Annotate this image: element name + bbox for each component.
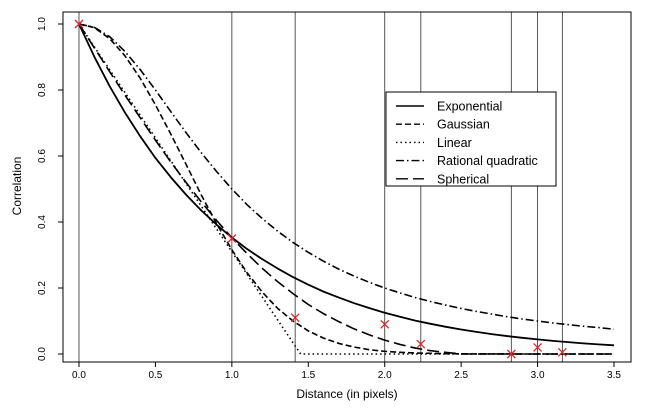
vertical-reference-lines	[78, 12, 563, 362]
x-tick-label-0: 0.0	[72, 370, 86, 381]
empirical-point-0	[74, 19, 84, 29]
legend-label-2: Linear	[437, 136, 472, 150]
y-axis: 0.0 0.2 0.4 0.6 0.8 1.0	[37, 17, 63, 361]
x-tick-label-4: 2.0	[378, 370, 392, 381]
y-tick-label-0: 0.0	[37, 347, 48, 361]
legend-box	[385, 91, 557, 187]
series-line-gaussian	[78, 23, 614, 355]
x-tick-label-1: 0.5	[148, 370, 162, 381]
legend-entry-0: Exponential	[396, 100, 502, 114]
x-tick-label-5: 2.5	[454, 370, 468, 381]
series-line-rational-quadratic	[78, 23, 615, 331]
legend-label-3: Rational quadratic	[437, 154, 538, 168]
x-tick-label-7: 3.5	[607, 370, 621, 381]
x-tick-label-3: 1.5	[301, 370, 315, 381]
empirical-point-5	[506, 349, 516, 359]
y-tick-label-3: 0.6	[37, 149, 48, 163]
empirical-point-6	[533, 342, 543, 352]
empirical-point-2	[290, 313, 300, 323]
series-line-spherical	[78, 23, 614, 355]
legend-label-4: Spherical	[437, 172, 489, 186]
legend-label-0: Exponential	[437, 100, 502, 114]
legend-label-1: Gaussian	[437, 118, 490, 132]
series-line-exponential	[78, 23, 615, 347]
y-tick-label-5: 1.0	[37, 17, 48, 31]
empirical-point-3	[380, 319, 390, 329]
legend-entry-4: Spherical	[396, 172, 489, 186]
series-line-linear	[78, 23, 614, 355]
empirical-points	[74, 19, 567, 359]
y-tick-label-2: 0.4	[37, 215, 48, 229]
plot-frame	[62, 11, 632, 363]
x-axis-title: Distance (in pixels)	[296, 387, 397, 401]
empirical-point-1	[227, 234, 237, 243]
legend-entry-3: Rational quadratic	[396, 154, 538, 168]
x-tick-label-6: 3.0	[531, 370, 545, 381]
y-axis-title: Correlation	[10, 157, 24, 216]
y-tick-label-1: 0.2	[37, 281, 48, 295]
series-layer	[78, 23, 615, 355]
x-tick-label-2: 1.0	[225, 370, 239, 381]
legend-entry-1: Gaussian	[396, 118, 490, 132]
x-axis: 0.0 0.5 1.0 1.5 2.0 2.5 3.0 3.5	[72, 362, 621, 381]
empirical-point-7	[557, 347, 567, 357]
legend: Exponential Gaussian Linear Rational quadra…	[385, 91, 557, 187]
legend-entry-2: Linear	[396, 136, 472, 150]
y-tick-label-4: 0.8	[37, 83, 48, 97]
empirical-point-4	[416, 339, 426, 349]
